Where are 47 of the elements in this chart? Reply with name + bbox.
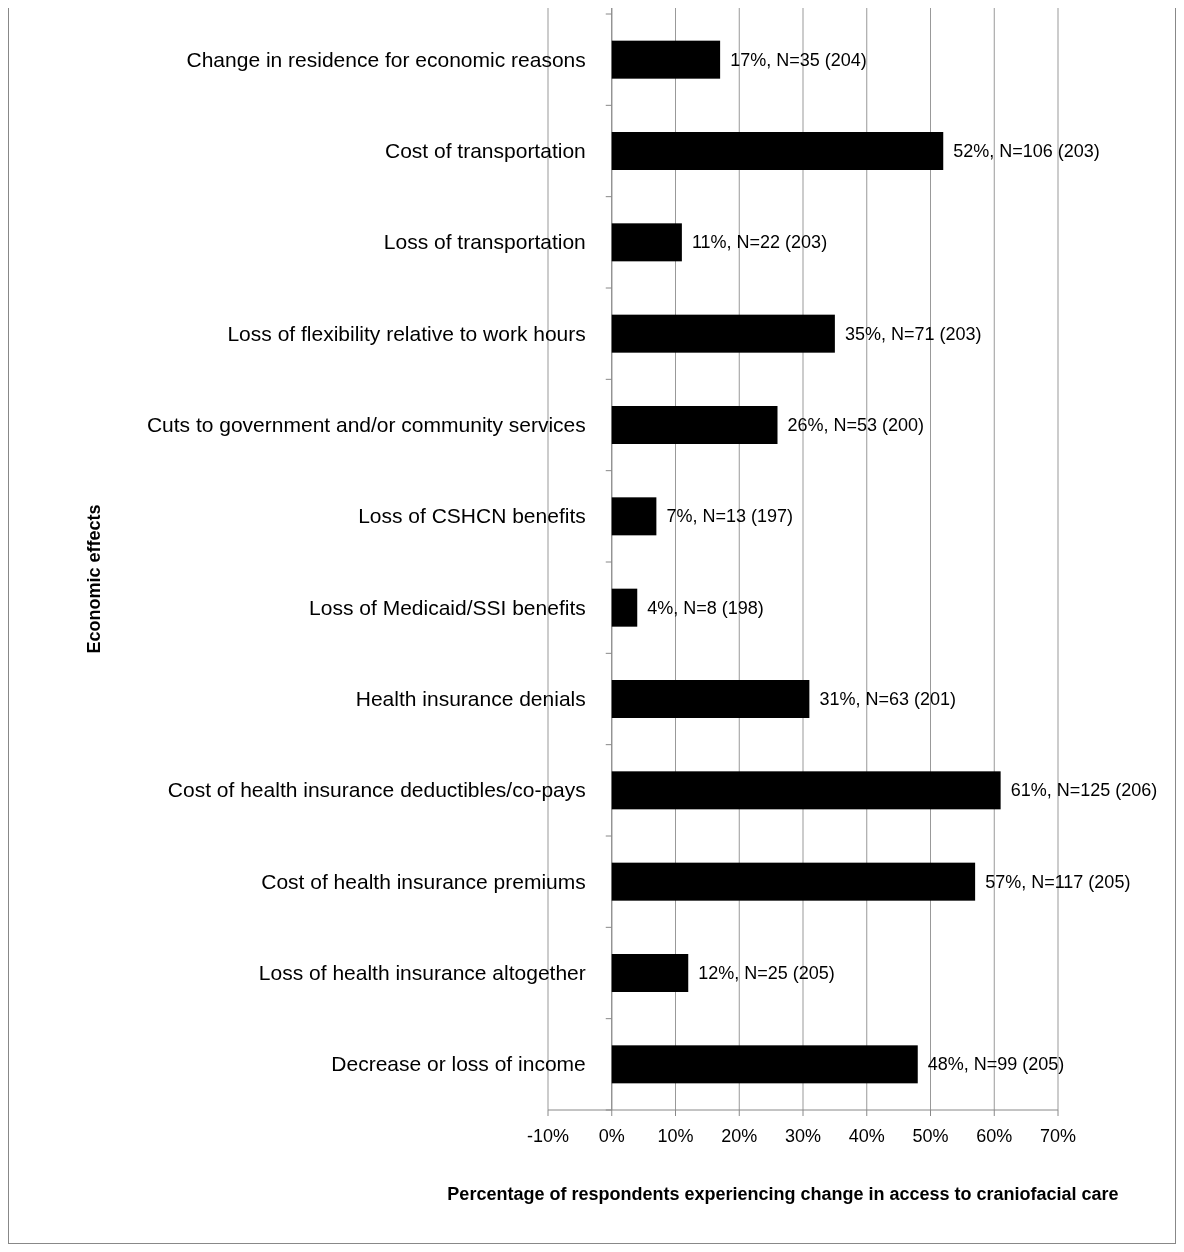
bar <box>611 1045 918 1084</box>
x-tick-label: 70% <box>1039 1126 1077 1146</box>
y-tick-label: Loss of health insurance altogether <box>258 961 586 984</box>
y-axis-title: Economic effects <box>83 504 104 654</box>
y-tick-label: Cost of transportation <box>384 139 586 162</box>
bar <box>611 954 689 992</box>
bar <box>611 406 778 444</box>
x-tick-label: 60% <box>976 1126 1013 1146</box>
x-tick-label: 10% <box>657 1126 694 1146</box>
bar <box>611 680 810 718</box>
data-label: 57%, N=117 (205) <box>985 871 1131 892</box>
data-label: 52%, N=106 (203) <box>953 141 1100 161</box>
y-tick-label: Cuts to government and/or community services <box>146 413 586 436</box>
data-label: 11%, N=22 (203) <box>691 232 828 253</box>
x-tick-label: 40% <box>848 1126 885 1146</box>
data-label: 26%, N=53 (200) <box>787 415 925 435</box>
data-label: 61%, N=125 (206) <box>1010 780 1158 801</box>
y-tick-label: Loss of Medicaid/SSI benefits <box>309 595 586 619</box>
data-label: 12%, N=25 (205) <box>698 963 835 983</box>
x-tick-label: 20% <box>721 1126 758 1146</box>
y-tick-label: Loss of CSHCN benefits <box>358 504 586 528</box>
bar <box>611 771 1001 810</box>
data-label: 48%, N=99 (205) <box>927 1054 1065 1075</box>
bar <box>611 132 944 170</box>
data-label: 7%, N=13 (197) <box>666 506 793 527</box>
data-label: 35%, N=71 (203) <box>844 323 982 344</box>
x-tick-label: 50% <box>912 1126 949 1146</box>
data-label: 17%, N=35 (204) <box>730 49 867 70</box>
data-label: 4%, N=8 (198) <box>647 597 764 618</box>
x-tick-label: 0% <box>598 1126 625 1146</box>
data-label: 31%, N=63 (201) <box>819 689 956 709</box>
y-tick-label: Decrease or loss of income <box>331 1052 586 1076</box>
bar <box>611 223 682 262</box>
bar <box>611 588 638 627</box>
y-tick-label: Health insurance denials <box>355 687 586 710</box>
y-tick-label: Cost of health insurance deductibles/co-pays <box>167 778 586 802</box>
y-tick-label: Cost of health insurance premiums <box>261 869 586 893</box>
bar <box>611 314 835 353</box>
y-tick-label: Loss of flexibility relative to work hours <box>227 321 586 345</box>
bar <box>611 497 657 536</box>
bar <box>611 40 721 79</box>
x-tick-label: -10% <box>526 1126 570 1146</box>
y-tick-label: Loss of transportation <box>383 230 586 254</box>
x-axis-title: Percentage of respondents experiencing change in access to craniofacial care <box>447 1184 1119 1204</box>
y-tick-label: Change in residence for economic reasons <box>186 47 586 71</box>
x-tick-label: 30% <box>784 1126 822 1146</box>
bar <box>611 862 976 901</box>
